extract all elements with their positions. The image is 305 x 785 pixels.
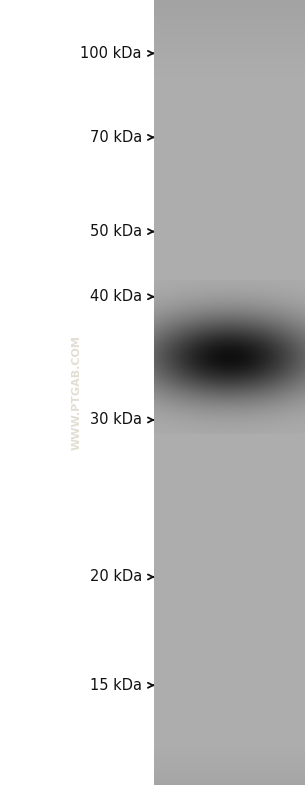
Text: 15 kDa: 15 kDa xyxy=(90,677,142,693)
Text: 50 kDa: 50 kDa xyxy=(90,224,142,239)
Text: 100 kDa: 100 kDa xyxy=(80,46,142,61)
Text: WWW.PTGAB.COM: WWW.PTGAB.COM xyxy=(72,335,82,450)
Text: 20 kDa: 20 kDa xyxy=(90,569,142,585)
Text: 40 kDa: 40 kDa xyxy=(90,289,142,305)
Text: 70 kDa: 70 kDa xyxy=(90,130,142,145)
Text: 30 kDa: 30 kDa xyxy=(90,412,142,428)
